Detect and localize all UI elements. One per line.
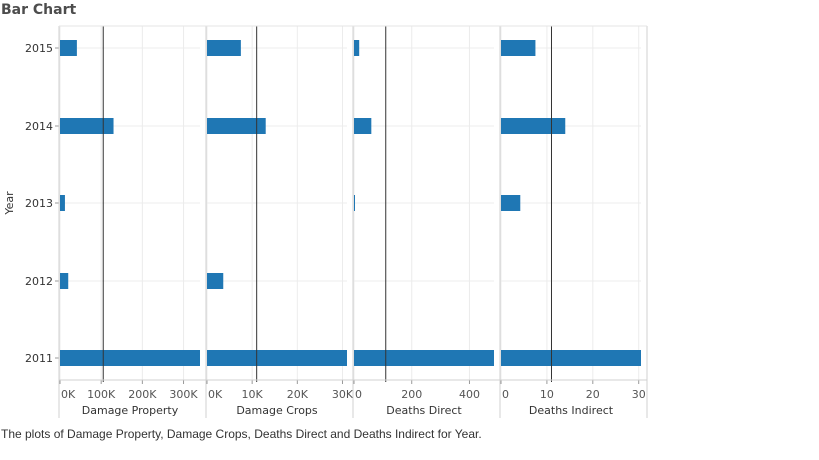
x-tick-label: 0K xyxy=(208,388,223,401)
x-tick-label: 20 xyxy=(586,388,600,401)
bar-deaths-indirect-2013 xyxy=(501,195,521,211)
year-label: 2012 xyxy=(25,275,53,288)
bar-damage-property-2013 xyxy=(60,195,65,211)
x-tick-label: 10 xyxy=(540,388,554,401)
x-tick-label: 20K xyxy=(287,388,309,401)
bar-deaths-direct-2014 xyxy=(354,118,372,134)
bar-damage-property-2012 xyxy=(60,273,69,289)
x-tick-label: 300K xyxy=(169,388,198,401)
bar-damage-crops-2011 xyxy=(207,350,347,366)
x-tick-label: 0K xyxy=(61,388,76,401)
bar-deaths-indirect-2011 xyxy=(501,350,641,366)
bar-damage-property-2015 xyxy=(60,40,77,56)
x-tick-label: 400 xyxy=(459,388,480,401)
y-axis-title: Year xyxy=(3,191,16,216)
bar-deaths-direct-2011 xyxy=(354,350,494,366)
bar-deaths-direct-2015 xyxy=(354,40,360,56)
bar-deaths-indirect-2015 xyxy=(501,40,536,56)
x-tick-label: 10K xyxy=(242,388,264,401)
chart-title: Bar Chart xyxy=(1,2,77,18)
x-axis-title: Deaths Indirect xyxy=(529,404,614,417)
x-tick-label: 30 xyxy=(632,388,646,401)
x-tick-label: 30K xyxy=(332,388,354,401)
bar-damage-property-2014 xyxy=(60,118,114,134)
x-axis-title: Damage Crops xyxy=(236,404,318,417)
x-tick-label: 0 xyxy=(502,388,509,401)
year-label: 2015 xyxy=(25,42,53,55)
bar-damage-crops-2015 xyxy=(207,40,241,56)
x-axis-title: Damage Property xyxy=(82,404,179,417)
x-axis-title: Deaths Direct xyxy=(386,404,462,417)
year-label: 2014 xyxy=(25,120,53,133)
bar-deaths-indirect-2014 xyxy=(501,118,566,134)
bar-damage-property-2011 xyxy=(60,350,200,366)
year-label: 2011 xyxy=(25,352,53,365)
x-tick-label: 100K xyxy=(87,388,116,401)
bar-damage-crops-2012 xyxy=(207,273,224,289)
x-tick-label: 200K xyxy=(128,388,157,401)
x-tick-label: 200 xyxy=(401,388,422,401)
x-tick-label: 0 xyxy=(355,388,362,401)
bar-deaths-direct-2013 xyxy=(354,195,355,211)
chart-caption: The plots of Damage Property, Damage Cro… xyxy=(1,427,482,441)
bar-damage-crops-2014 xyxy=(207,118,266,134)
year-label: 2013 xyxy=(25,197,53,210)
